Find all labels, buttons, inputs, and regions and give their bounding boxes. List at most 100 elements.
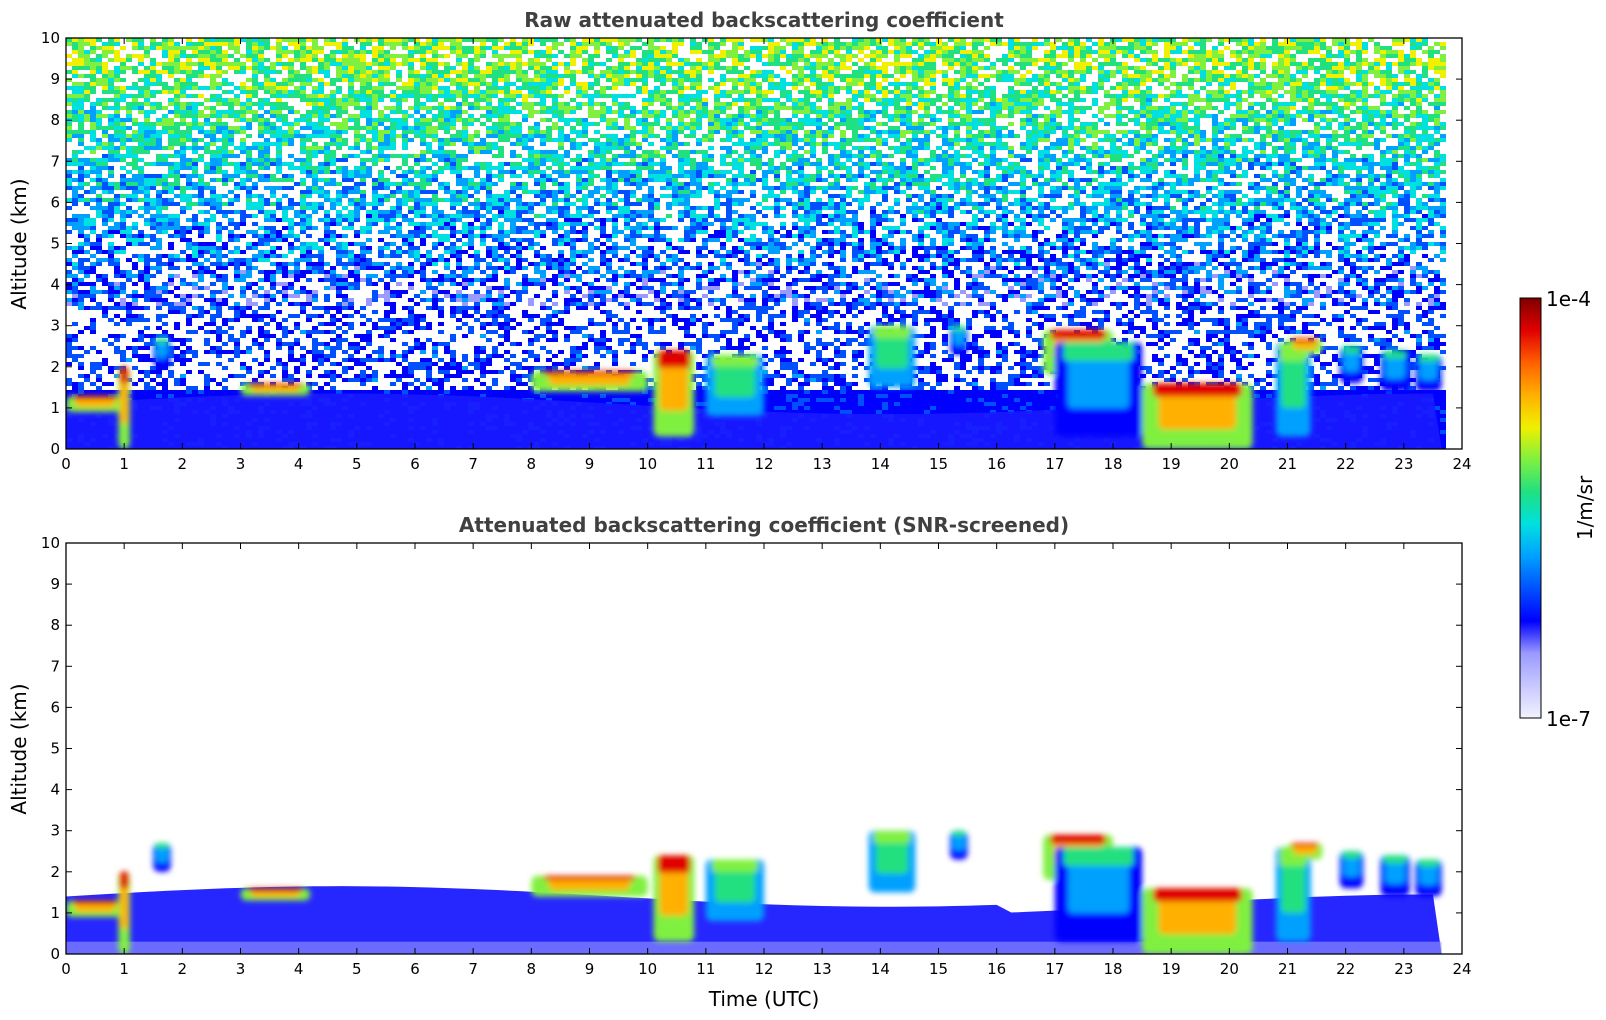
panel-raw-ytick-label: 6 [50, 193, 60, 211]
panel-raw: Raw attenuated backscattering coefficien… [7, 8, 1472, 473]
panel-raw-ytick-label: 9 [50, 70, 60, 88]
panel-screened-xtick-label: 24 [1452, 960, 1471, 978]
panel-screened-xtick-label: 0 [61, 960, 71, 978]
panel-screened-xtick-label: 4 [294, 960, 304, 978]
panel-screened-ticks: 0 1 2 3 4 5 6 7 8 9 10 11 12 13 14 15 16 17 18 19 20 21 22 23 24… [41, 534, 1472, 978]
panel-screened-xtick-label: 10 [638, 960, 657, 978]
panel-screened-feature [240, 888, 311, 901]
panel-raw-feature [653, 350, 695, 437]
panel-screened-xlabel: Time (UTC) [708, 987, 820, 1011]
panel-raw-xtick-label: 1 [119, 455, 129, 473]
panel-raw-ytick-label: 2 [50, 358, 60, 376]
panel-screened-feature [950, 830, 968, 860]
panel-raw-ytick-label: 7 [50, 152, 60, 170]
panel-raw-feature [868, 325, 916, 388]
panel-raw-ylabel: Altitude (km) [7, 178, 31, 309]
panel-screened-feature [1054, 847, 1143, 942]
panel-raw-xtick-label: 3 [236, 455, 246, 473]
panel-raw-plot-area [66, 38, 1446, 449]
panel-screened-xtick-label: 19 [1162, 960, 1181, 978]
panel-screened-feature [653, 855, 695, 942]
panel-raw-xtick-label: 8 [527, 455, 537, 473]
panel-screened-feature [705, 859, 764, 922]
panel-raw-ytick-label: 0 [50, 440, 60, 458]
panel-screened-ytick-label: 3 [50, 822, 60, 840]
panel-raw-xtick-label: 5 [352, 455, 362, 473]
panel-raw-feature [950, 325, 968, 355]
panel-raw-xtick-label: 20 [1220, 455, 1239, 473]
panel-screened-xtick-label: 1 [119, 960, 129, 978]
panel-screened-xtick-label: 13 [813, 960, 832, 978]
panel-raw-feature [1054, 342, 1143, 437]
panel-screened-ytick-label: 2 [50, 863, 60, 881]
panel-raw-xtick-label: 18 [1103, 455, 1122, 473]
panel-raw-ytick-label: 3 [50, 317, 60, 335]
panel-screened-xtick-label: 20 [1220, 960, 1239, 978]
panel-screened-ytick-label: 6 [50, 698, 60, 716]
panel-screened-xtick-label: 14 [871, 960, 890, 978]
panel-raw-ytick-label: 10 [41, 29, 60, 47]
panel-raw-title: Raw attenuated backscattering coefficien… [524, 8, 1004, 32]
panel-screened-xtick-label: 8 [527, 960, 537, 978]
panel-screened-plot-area [66, 830, 1442, 954]
panel-raw-feature [531, 370, 648, 392]
panel-screened-xtick-label: 16 [987, 960, 1006, 978]
panel-raw-xtick-label: 19 [1162, 455, 1181, 473]
panel-raw-xtick-label: 2 [178, 455, 188, 473]
colorbar: 1e-4 1e-7 1/m/sr [1519, 287, 1597, 731]
panel-screened-ytick-label: 0 [50, 945, 60, 963]
panel-screened-ylabel: Altitude (km) [7, 683, 31, 814]
panel-screened-xtick-label: 6 [410, 960, 420, 978]
panel-raw-xtick-label: 11 [696, 455, 715, 473]
panel-raw-feature [1287, 338, 1323, 355]
panel-screened-xtick-label: 22 [1336, 960, 1355, 978]
colorbar-unit-label: 1/m/sr [1573, 475, 1597, 540]
panel-raw-xtick-label: 12 [754, 455, 773, 473]
panel-screened-ytick-label: 7 [50, 657, 60, 675]
panel-raw-ytick-label: 8 [50, 111, 60, 129]
panel-raw-feature [1380, 350, 1410, 392]
panel-raw-feature [1275, 342, 1311, 437]
panel-raw-xtick-label: 6 [410, 455, 420, 473]
panel-screened-feature [1275, 847, 1311, 942]
panel-raw-feature [705, 354, 764, 417]
panel-raw-feature [118, 366, 130, 449]
panel-raw-ytick-label: 5 [50, 235, 60, 253]
panel-raw-feature [240, 383, 311, 396]
panel-screened-title: Attenuated backscattering coefficient (S… [459, 513, 1069, 537]
panel-screened-feature [1287, 843, 1323, 860]
colorbar-bar [1519, 297, 1542, 719]
panel-raw-xtick-label: 21 [1278, 455, 1297, 473]
panel-raw-noise-field [66, 38, 1446, 449]
panel-raw-xtick-label: 22 [1336, 455, 1355, 473]
panel-raw-feature [66, 395, 125, 413]
panel-raw-xtick-label: 13 [813, 455, 832, 473]
panel-raw-features [66, 325, 1442, 449]
panel-raw-xtick-label: 15 [929, 455, 948, 473]
colorbar-min-label: 1e-7 [1546, 707, 1591, 731]
panel-screened-feature [66, 900, 125, 918]
panel-screened-feature [531, 875, 648, 897]
panel-screened-ytick-label: 5 [50, 740, 60, 758]
panel-screened-xtick-label: 18 [1103, 960, 1122, 978]
panel-screened-ytick-label: 9 [50, 575, 60, 593]
panel-raw-feature [1142, 383, 1253, 449]
colorbar-max-label: 1e-4 [1546, 287, 1591, 311]
panel-screened-feature [1142, 888, 1253, 954]
panel-screened-ytick-label: 4 [50, 781, 60, 799]
panel-raw-xtick-label: 17 [1045, 455, 1064, 473]
panel-screened-xtick-label: 7 [468, 960, 478, 978]
panel-screened-ytick-label: 10 [41, 534, 60, 552]
panel-screened-feature [868, 830, 916, 893]
panel-screened-xtick-label: 12 [754, 960, 773, 978]
panel-screened-ytick-label: 1 [50, 904, 60, 922]
panel-raw-xtick-label: 24 [1452, 455, 1471, 473]
panel-screened-xtick-label: 17 [1045, 960, 1064, 978]
panel-raw-xtick-label: 14 [871, 455, 890, 473]
panel-screened-feature [118, 871, 130, 954]
panel-raw-ticks: 0 1 2 3 4 5 6 7 8 9 10 11 12 13 14 15 16 17 18 19 20 21 22 23 24… [41, 29, 1472, 473]
panel-raw-feature [1415, 354, 1442, 392]
panel-screened-xtick-label: 3 [236, 960, 246, 978]
panel-screened-xtick-label: 23 [1394, 960, 1413, 978]
